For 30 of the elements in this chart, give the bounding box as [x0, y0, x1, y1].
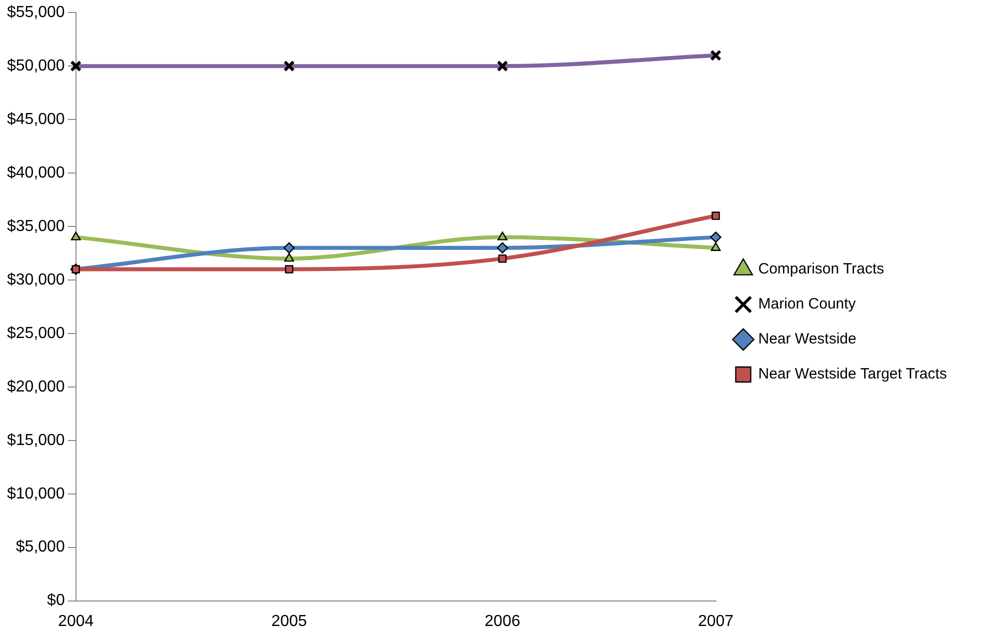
y-tick-label: $0: [47, 592, 65, 610]
point: [284, 242, 295, 254]
y-tick-label: $30,000: [6, 271, 65, 288]
point: [710, 242, 721, 251]
y-tick-label: $20,000: [6, 378, 65, 396]
point: [70, 232, 81, 240]
y-tick-label: $55,000: [6, 4, 65, 22]
y-tick-label: $40,000: [6, 164, 65, 182]
x-tick-label: 2005: [271, 612, 308, 630]
y-tick-label: $45,000: [6, 110, 65, 128]
point: [710, 232, 722, 243]
y-tick-label: $35,000: [6, 218, 65, 235]
y-tick-label: $5,000: [16, 538, 65, 556]
point: [285, 265, 294, 274]
legend-label: Comparison Tracts: [758, 260, 884, 278]
legend-label: Near Westside: [758, 330, 856, 348]
x-tick-label: 2007: [698, 612, 734, 630]
x-tick-label: 2006: [484, 612, 520, 630]
legend-label: Near Westside Target Tracts: [758, 366, 947, 383]
legend-label: Marion County: [758, 296, 856, 313]
x-tick-label: 2004: [58, 612, 94, 630]
y-tick-label: $10,000: [6, 485, 65, 502]
point: [498, 232, 508, 240]
point: [498, 254, 507, 263]
y-tick-label: $25,000: [6, 324, 65, 342]
point: [284, 252, 294, 262]
y-tick-label: $50,000: [6, 57, 65, 74]
y-tick-label: $15,000: [6, 432, 65, 449]
point: [496, 242, 508, 254]
point: [712, 212, 720, 220]
